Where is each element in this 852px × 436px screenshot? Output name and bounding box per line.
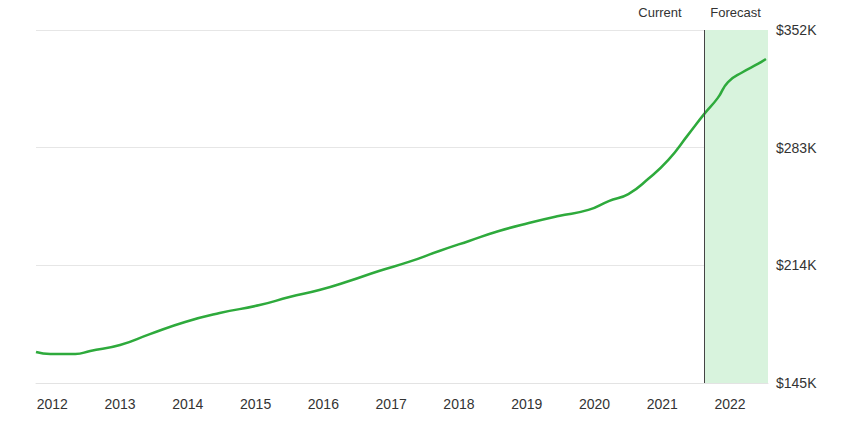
svg-text:$145K: $145K (776, 375, 817, 391)
svg-text:$283K: $283K (776, 140, 817, 156)
svg-text:2021: 2021 (647, 396, 678, 412)
svg-text:Current: Current (638, 5, 682, 20)
svg-text:2017: 2017 (376, 396, 407, 412)
svg-text:$214K: $214K (776, 257, 817, 273)
svg-text:2013: 2013 (104, 396, 135, 412)
svg-text:Forecast: Forecast (710, 5, 761, 20)
svg-text:2019: 2019 (511, 396, 542, 412)
svg-text:2015: 2015 (240, 396, 271, 412)
svg-text:2014: 2014 (172, 396, 203, 412)
svg-text:$352K: $352K (776, 22, 817, 38)
svg-text:2020: 2020 (579, 396, 610, 412)
svg-text:2012: 2012 (37, 396, 68, 412)
svg-text:2018: 2018 (443, 396, 474, 412)
svg-text:2022: 2022 (714, 396, 745, 412)
svg-text:2016: 2016 (308, 396, 339, 412)
